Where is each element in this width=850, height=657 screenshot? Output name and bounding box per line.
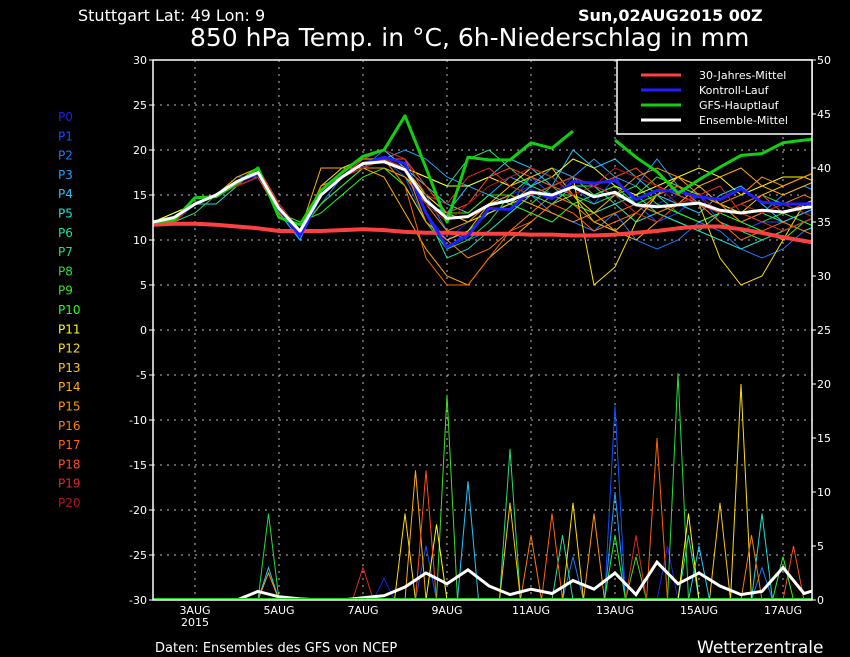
member-label-p18: P18 — [58, 457, 81, 471]
legend-label-mean: Ensemble-Mittel — [699, 114, 788, 127]
precip-line-p5 — [153, 513, 812, 600]
temp-line-gfs — [153, 114, 574, 227]
member-label-p14: P14 — [58, 380, 81, 394]
y-right-tick-label: 10 — [817, 486, 831, 499]
member-label-p17: P17 — [58, 438, 81, 452]
x-tick-label: 7AUG — [347, 604, 378, 617]
x-tick-label: 5AUG — [263, 604, 294, 617]
y-right-tick-label: 50 — [817, 54, 831, 67]
temp-line-mean — [153, 160, 812, 233]
member-label-p8: P8 — [58, 264, 73, 278]
y-right-tick-label: 15 — [817, 432, 831, 445]
member-label-p7: P7 — [58, 245, 73, 259]
precip-line-p4 — [153, 481, 812, 600]
source-label: Daten: Ensembles des GFS von NCEP — [155, 641, 397, 656]
x-tick-label: 3AUG — [179, 604, 210, 617]
x-tick-label: 13AUG — [596, 604, 634, 617]
precip-line-p3 — [153, 491, 812, 600]
legend-label-gfs: GFS-Hauptlauf — [699, 99, 780, 112]
member-label-p5: P5 — [58, 207, 73, 221]
y-right-tick-label: 20 — [817, 378, 831, 391]
precip-line-p1 — [153, 405, 812, 600]
member-label-p6: P6 — [58, 226, 73, 240]
grid — [153, 60, 812, 600]
precip-line-p19 — [153, 535, 812, 600]
precip-line-p14 — [153, 470, 812, 600]
precip-line-p9 — [153, 394, 812, 600]
y-left-tick-label: -15 — [129, 459, 147, 472]
legend-label-climate: 30-Jahres-Mittel — [699, 69, 786, 82]
x-tick-label: 11AUG — [512, 604, 550, 617]
member-label-p2: P2 — [58, 149, 73, 163]
y-right-tick-label: 0 — [817, 594, 824, 607]
member-label-p10: P10 — [58, 303, 81, 317]
y-right-tick-label: 45 — [817, 108, 831, 121]
brand-label: Wetterzentrale — [697, 638, 823, 657]
precip-line-p11 — [153, 513, 812, 600]
precip-line-mean — [153, 559, 812, 600]
member-label-p19: P19 — [58, 477, 81, 491]
temp-line-p17 — [153, 158, 812, 286]
y-left-tick-label: -30 — [129, 594, 147, 607]
y-left-tick-label: -10 — [129, 414, 147, 427]
member-label-p3: P3 — [58, 168, 73, 182]
x-tick-label: 17AUG — [764, 604, 802, 617]
y-left-tick-label: 15 — [133, 189, 147, 202]
legend-box — [616, 59, 813, 135]
temp-line-p19 — [153, 149, 812, 232]
member-label-p13: P13 — [58, 361, 81, 375]
legend: 30-Jahres-Mittel Kontroll-Lauf GFS-Hauptla… — [616, 59, 813, 135]
y-left-tick-label: 25 — [133, 99, 147, 112]
member-label-p12: P12 — [58, 342, 81, 356]
member-label-p16: P16 — [58, 419, 81, 433]
member-labels: P0 P1 P2 P3 P4 P5 P6 P7 P8 P9 P10 P11 P12 P13 P14 P15 P1… — [58, 110, 81, 510]
legend-label-control: Kontroll-Lauf — [699, 84, 770, 97]
member-label-p15: P15 — [58, 400, 81, 414]
y-left-tick-label: 5 — [140, 279, 147, 292]
precip-line-p16 — [153, 535, 812, 600]
temp-line-gfs — [614, 137, 812, 195]
member-label-p1: P1 — [58, 129, 73, 143]
plot-frame — [152, 59, 813, 601]
member-label-p9: P9 — [58, 284, 73, 298]
y-left-tick-label: 10 — [133, 234, 147, 247]
y-right-tick-label: 35 — [817, 216, 831, 229]
temp-line-climate — [153, 221, 812, 245]
precip-line-p7 — [153, 448, 812, 600]
y-left-tick-label: 20 — [133, 144, 147, 157]
y-right-tick-label: 5 — [817, 540, 824, 553]
member-label-p0: P0 — [58, 110, 73, 124]
run-label: Sun,02AUG2015 00Z — [578, 6, 763, 25]
precip-line-p13 — [153, 502, 812, 600]
y-right-tick-label: 25 — [817, 324, 831, 337]
member-label-p11: P11 — [58, 322, 81, 336]
y-axis-left: 30 25 20 15 10 5 0 -5 -10 -15 -20 -25 -30 — [129, 54, 153, 607]
x-tick-year: 2015 — [181, 616, 209, 629]
member-label-p4: P4 — [58, 187, 73, 201]
chart-title: 850 hPa Temp. in °C, 6h-Niederschlag in … — [190, 23, 749, 52]
precip-line-p12 — [153, 383, 812, 600]
x-tick-label: 9AUG — [431, 604, 462, 617]
plot-area — [153, 114, 812, 600]
y-left-tick-label: -20 — [129, 504, 147, 517]
precip-line-p8 — [153, 373, 812, 600]
y-left-tick-label: 0 — [140, 324, 147, 337]
precip-line-p15 — [153, 513, 812, 600]
precip-line-p10 — [153, 535, 812, 600]
y-right-tick-label: 30 — [817, 270, 831, 283]
y-left-tick-label: -25 — [129, 549, 147, 562]
y-left-tick-label: -5 — [136, 369, 147, 382]
x-tick-label: 15AUG — [680, 604, 718, 617]
member-label-p20: P20 — [58, 496, 81, 510]
y-right-tick-label: 40 — [817, 162, 831, 175]
location-label: Stuttgart Lat: 49 Lon: 9 — [78, 6, 265, 25]
precip-line-p2 — [153, 556, 812, 600]
y-left-tick-label: 30 — [133, 54, 147, 67]
